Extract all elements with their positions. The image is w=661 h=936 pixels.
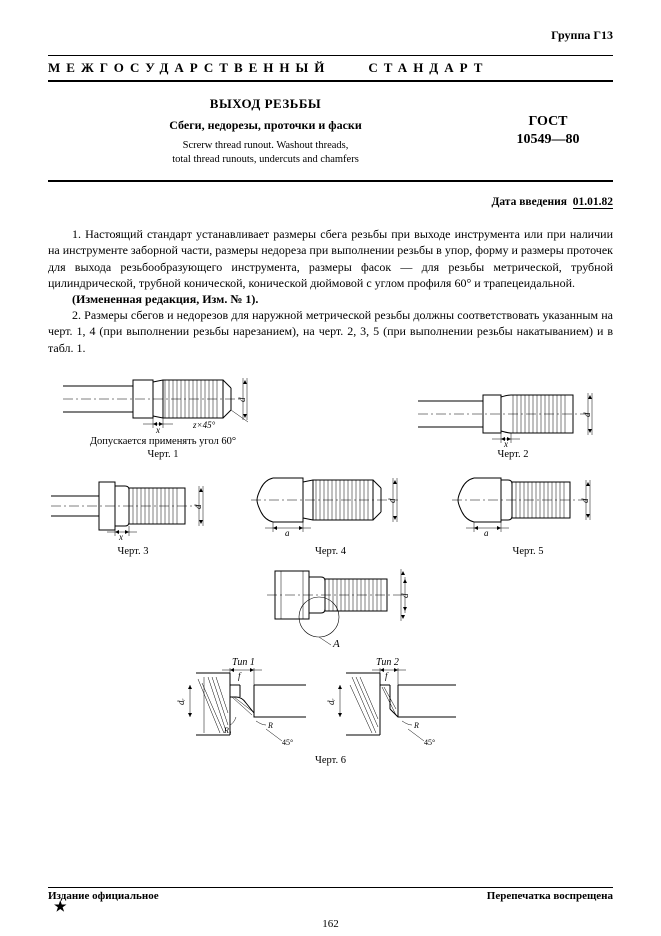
svg-text:dᵣ: dᵣ — [176, 698, 186, 705]
svg-text:d: d — [387, 498, 397, 503]
figure-4-label: Черт. 4 — [241, 546, 421, 557]
svg-text:a: a — [285, 528, 290, 538]
title-block: ВЫХОД РЕЗЬБЫ Сбеги, недорезы, проточки и… — [48, 96, 483, 166]
para-3: 2. Размеры сбегов и недорезов для наружн… — [48, 307, 613, 356]
svg-text:R₁: R₁ — [223, 726, 232, 735]
footer: Издание официальное ★ Перепечатка воспре… — [48, 887, 613, 914]
figure-1-note: Допускается применять угол 60° — [48, 436, 278, 447]
svg-text:d: d — [400, 593, 410, 598]
drawing-3-svg: x d — [51, 472, 216, 544]
title-en-1: Screrw thread runout. Washout threads, — [58, 139, 473, 153]
state-standard-heading: МЕЖГОСУДАРСТВЕННЫЙ СТАНДАРТ — [48, 56, 613, 80]
drawing-6-svg: Тип 1 — [176, 655, 486, 753]
svg-text:x: x — [155, 425, 160, 434]
svg-text:45°: 45° — [282, 738, 293, 747]
para-2: (Измененная редакция, Изм. № 1). — [48, 291, 613, 307]
svg-text:45°: 45° — [424, 738, 435, 747]
svg-text:Тип 2: Тип 2 — [376, 657, 399, 668]
drawing-2-svg: x d — [418, 381, 608, 447]
para-1: 1. Настоящий стандарт устанавливает разм… — [48, 226, 613, 291]
state-std-right: СТАНДАРТ — [368, 60, 488, 75]
figure-2: x d Черт. 2 — [413, 381, 613, 460]
svg-text:d: d — [582, 412, 592, 417]
svg-text:a: a — [484, 528, 489, 538]
figure-row-3: A d — [48, 563, 613, 649]
svg-text:R: R — [413, 721, 419, 730]
figure-6: Тип 1 — [171, 655, 491, 766]
svg-text:d: d — [237, 397, 247, 402]
page: Группа Г13 МЕЖГОСУДАРСТВЕННЫЙ СТАНДАРТ ВЫ… — [0, 0, 661, 792]
svg-text:d: d — [193, 504, 203, 509]
svg-text:x: x — [118, 532, 123, 542]
figure-5: a d Черт. 5 — [443, 466, 613, 557]
svg-text:Тип 1: Тип 1 — [232, 657, 255, 668]
figure-3: x d Черт. 3 — [48, 472, 218, 557]
footer-left-block: Издание официальное ★ — [48, 890, 159, 914]
svg-text:d: d — [580, 498, 590, 503]
footer-right: Перепечатка воспрещена — [487, 890, 613, 914]
page-number: 162 — [0, 918, 661, 930]
svg-text:x: x — [503, 439, 508, 447]
title-main: ВЫХОД РЕЗЬБЫ — [58, 96, 473, 112]
body-text: 1. Настоящий стандарт устанавливает разм… — [48, 226, 613, 356]
title-sub: Сбеги, недорезы, проточки и фаски — [58, 118, 473, 133]
svg-text:R: R — [267, 721, 273, 730]
figure-row-1: x d z×45° Допускается применять угол 60°… — [48, 364, 613, 460]
figure-2-label: Черт. 2 — [413, 449, 613, 460]
figure-row-4: Тип 1 — [48, 655, 613, 766]
group-label: Группа Г13 — [48, 28, 613, 43]
gost-number: ГОСТ 10549—80 — [483, 113, 613, 149]
star-icon: ★ — [54, 900, 67, 915]
header-block: ВЫХОД РЕЗЬБЫ Сбеги, недорезы, проточки и… — [48, 82, 613, 180]
figure-5-label: Черт. 5 — [443, 546, 613, 557]
date-line: Дата введения 01.01.82 — [48, 182, 613, 226]
svg-text:dᵣ: dᵣ — [326, 698, 336, 705]
svg-text:f: f — [238, 671, 242, 681]
title-en-2: total thread runouts, undercuts and cham… — [58, 153, 473, 167]
svg-text:z×45°: z×45° — [192, 420, 216, 430]
figure-1: x d z×45° Допускается применять угол 60°… — [48, 364, 278, 460]
state-std-left: МЕЖГОСУДАРСТВЕННЫЙ — [48, 60, 330, 75]
figure-3-label: Черт. 3 — [48, 546, 218, 557]
drawing-1-svg: x d z×45° — [63, 364, 263, 434]
gost-label: ГОСТ — [483, 113, 613, 131]
drawing-6-upper-svg: A d — [231, 563, 431, 649]
svg-text:A: A — [332, 638, 340, 649]
figure-1-label: Черт. 1 — [48, 449, 278, 460]
svg-text:f: f — [385, 671, 389, 681]
drawing-5-svg: a d — [446, 466, 611, 544]
figure-4: a d Черт. 4 — [241, 466, 421, 557]
gost-value: 10549—80 — [483, 131, 613, 149]
figure-6-upper: A d — [211, 563, 451, 649]
figure-6-label: Черт. 6 — [171, 755, 491, 766]
date-label: Дата введения — [491, 196, 567, 208]
footer-line: Издание официальное ★ Перепечатка воспре… — [48, 888, 613, 914]
date-value: 01.01.82 — [573, 196, 613, 209]
figures-area: x d z×45° Допускается применять угол 60°… — [48, 364, 613, 766]
drawing-4-svg: a d — [243, 466, 418, 544]
figure-row-2: x d Черт. 3 — [48, 466, 613, 557]
